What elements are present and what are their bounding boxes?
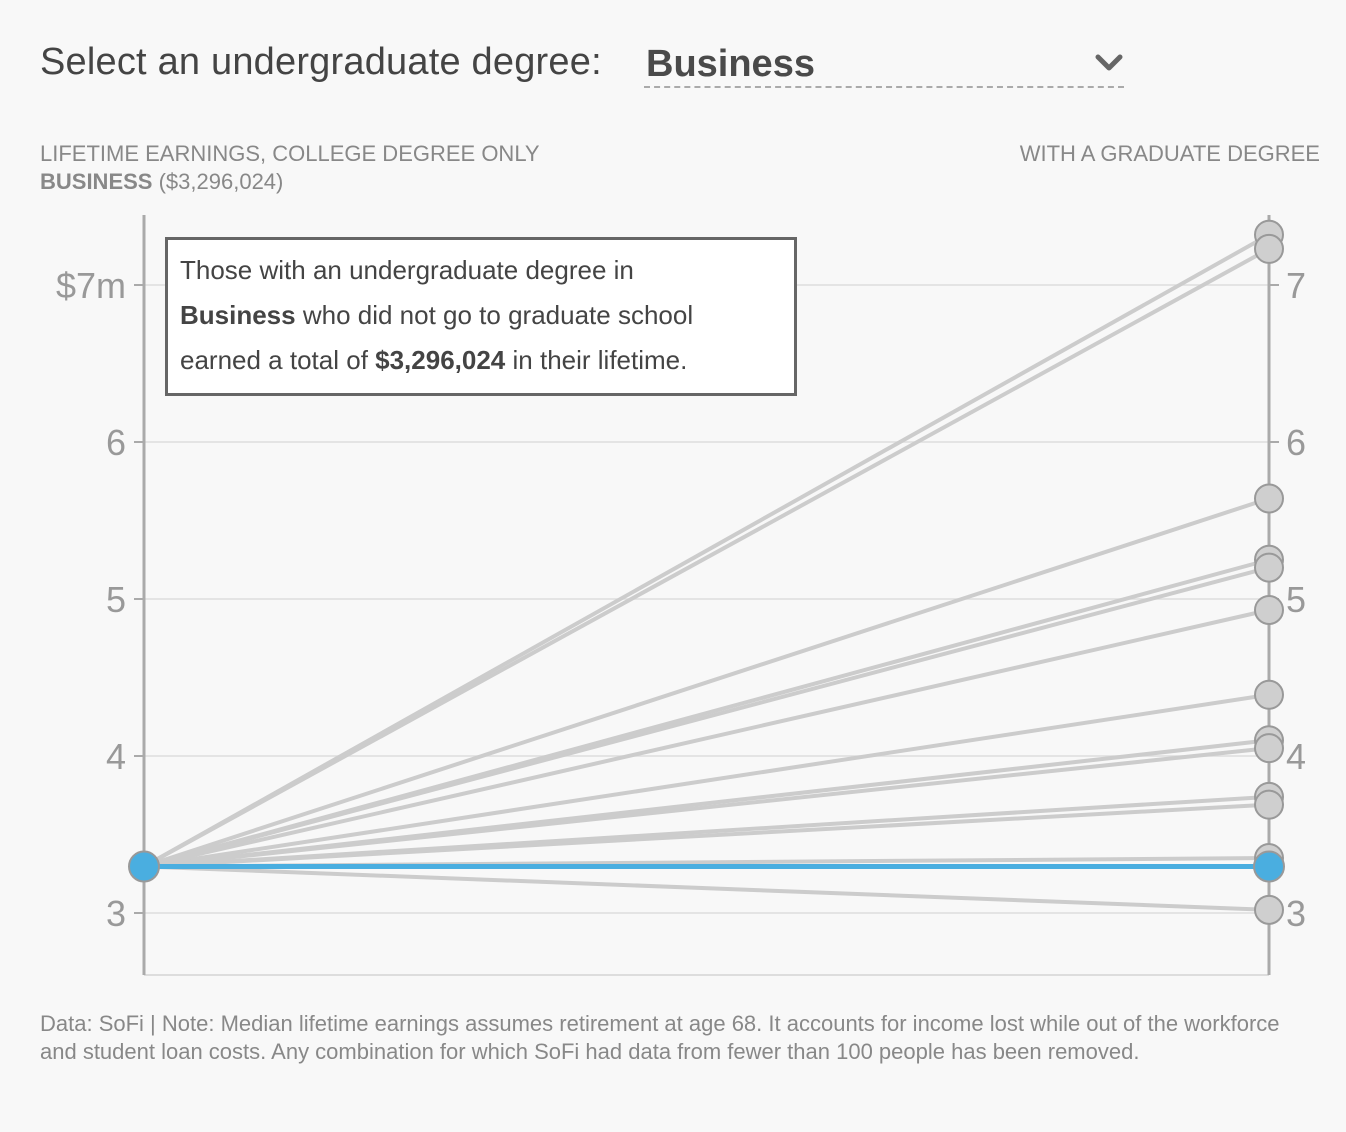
left-degree-amount: ($3,296,024) <box>158 169 284 194</box>
series-end-point[interactable] <box>1254 789 1284 820</box>
tick-labels: $7m 7 6 6 5 5 4 4 3 3 <box>56 265 1306 934</box>
highlight-series[interactable] <box>128 850 1285 883</box>
highlight-start-point[interactable] <box>128 850 160 883</box>
degree-selector-row: Select an undergraduate degree: Business <box>40 38 1124 90</box>
degree-select-value: Business <box>646 43 815 85</box>
series-line[interactable] <box>143 802 1270 869</box>
footnote: Data: SoFi | Note: Median lifetime earni… <box>40 1011 1280 1064</box>
series-end-point[interactable] <box>1254 594 1284 625</box>
chevron-down-icon[interactable] <box>1094 52 1124 74</box>
tooltip-line1: Those with an undergraduate degree in <box>180 255 634 285</box>
series-line[interactable] <box>143 247 1270 869</box>
right-tick-label: 5 <box>1286 579 1306 620</box>
tooltip: Those with an undergraduate degree in Bu… <box>165 237 797 396</box>
tooltip-degree: Business <box>180 300 296 330</box>
series-line[interactable] <box>143 233 1270 869</box>
left-axis-subtitle: BUSINESS ($3,296,024) <box>40 168 540 196</box>
right-tick-label: 3 <box>1286 893 1306 934</box>
right-axis-title: WITH A GRADUATE DEGREE <box>1019 141 1320 166</box>
right-tick-label: 6 <box>1286 422 1306 463</box>
series-end-point[interactable] <box>1254 894 1284 925</box>
right-tick-label: 4 <box>1286 736 1306 777</box>
left-tick-label: 3 <box>106 893 126 934</box>
left-tick-label: $7m <box>56 265 126 306</box>
selector-prompt: Select an undergraduate degree: <box>40 41 602 83</box>
tooltip-line3-post: in their lifetime. <box>505 345 688 375</box>
tooltip-line2: who did not go to graduate school <box>295 300 694 330</box>
series-line[interactable] <box>143 565 1270 869</box>
series-end-point[interactable] <box>1254 679 1284 710</box>
series-line[interactable] <box>143 692 1270 869</box>
degree-select[interactable]: Business <box>644 38 1124 88</box>
series-end-point[interactable] <box>1254 483 1284 514</box>
series-end-point[interactable] <box>1254 233 1284 264</box>
left-axis-header: LIFETIME EARNINGS, COLLEGE DEGREE ONLY B… <box>40 140 540 196</box>
right-tick-label: 7 <box>1286 265 1306 306</box>
series-line[interactable] <box>143 496 1270 869</box>
tooltip-amount: $3,296,024 <box>375 345 506 375</box>
series-line[interactable] <box>143 608 1270 869</box>
left-tick-label: 4 <box>106 736 126 777</box>
left-tick-label: 6 <box>106 422 126 463</box>
series-line[interactable] <box>143 864 1270 912</box>
series-line[interactable] <box>143 746 1270 869</box>
left-degree-name: BUSINESS <box>40 169 153 194</box>
series-end-point[interactable] <box>1254 552 1284 583</box>
left-tick-label: 5 <box>106 579 126 620</box>
tooltip-line3-pre: earned a total of <box>180 345 376 375</box>
series-end-point[interactable] <box>1254 733 1284 764</box>
highlight-end-point[interactable] <box>1253 850 1285 883</box>
left-axis-title: LIFETIME EARNINGS, COLLEGE DEGREE ONLY <box>40 141 540 166</box>
